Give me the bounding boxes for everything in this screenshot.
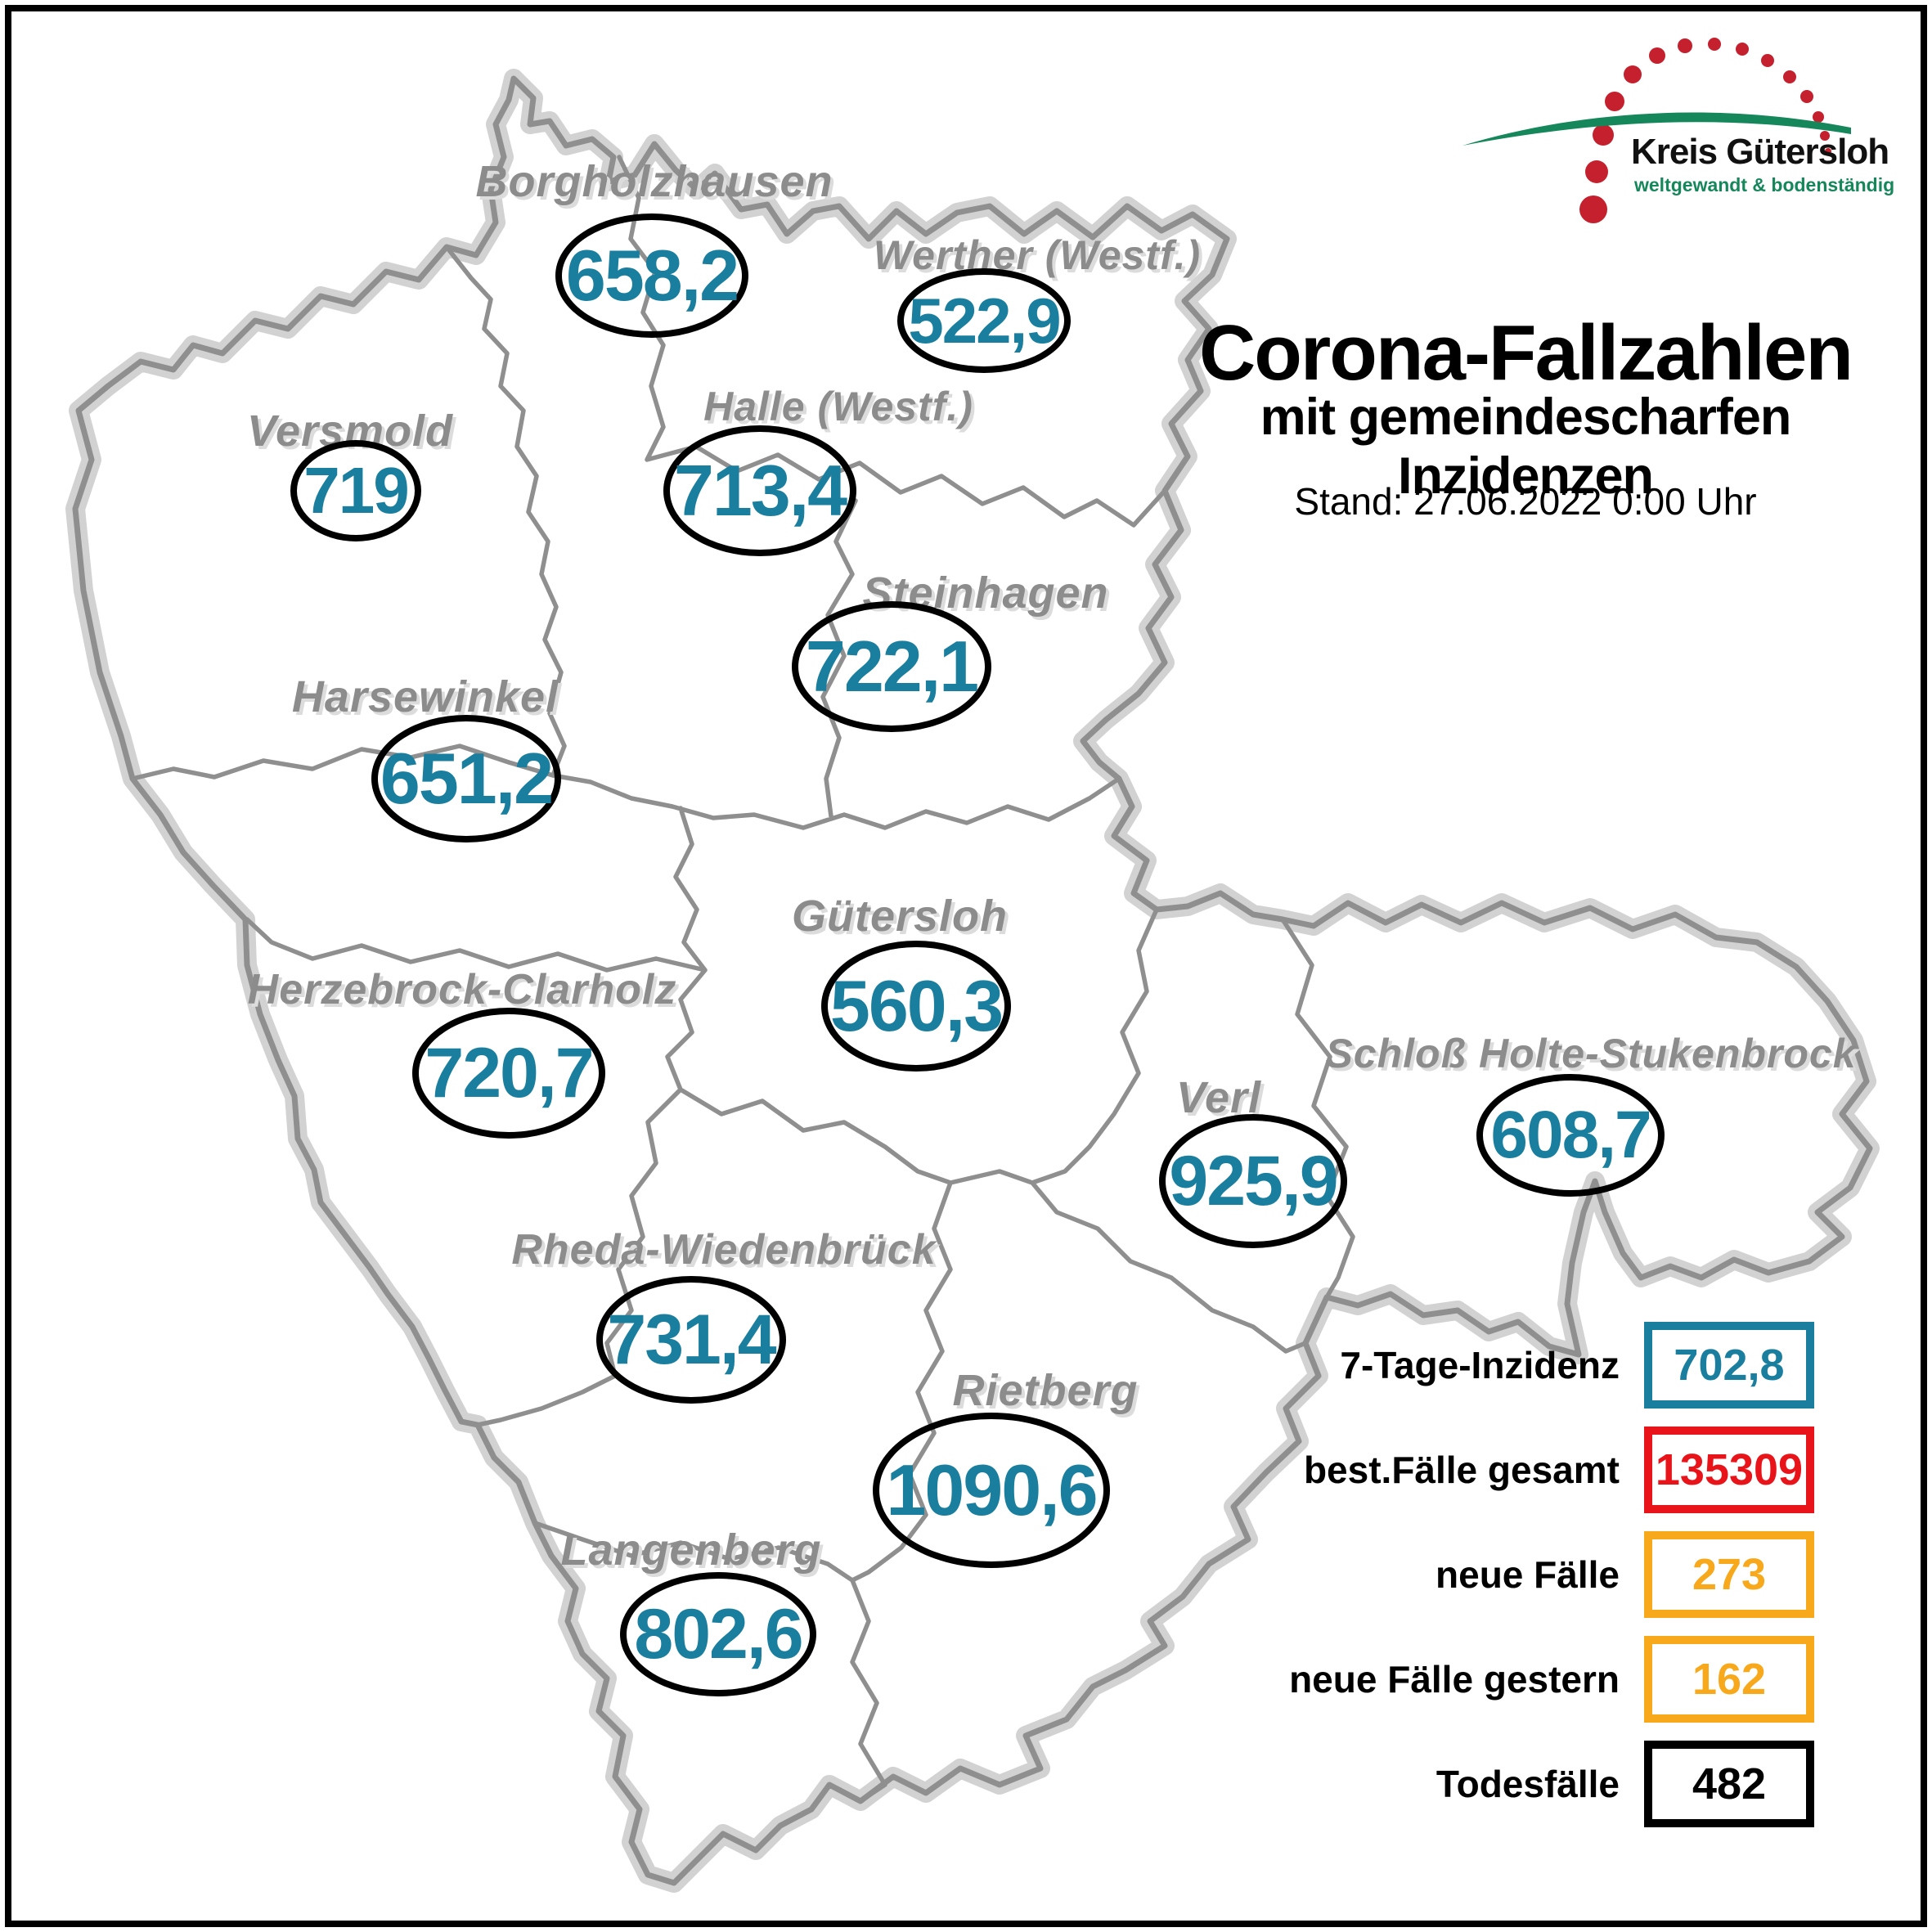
incidence-value: 719 (303, 454, 409, 527)
incidence-ellipse-guetersloh: 560,3 (821, 941, 1011, 1072)
incidence-value: 720,7 (425, 1033, 594, 1112)
legend-box-todesfaelle: 482 (1644, 1741, 1814, 1827)
municipality-label-langenberg: Langenberg (560, 1525, 822, 1575)
legend-value: 162 (1692, 1655, 1767, 1704)
municipality-label-herzebrock-clarholz: Herzebrock-Clarholz (247, 966, 677, 1013)
incidence-value: 560,3 (829, 965, 1004, 1046)
legend-label-neue-faelle: neue Fälle (1436, 1553, 1620, 1596)
district-outline (72, 75, 1873, 1886)
legend-box-7-tage-inzidenz: 702,8 (1644, 1322, 1814, 1409)
incidence-ellipse-herzebrock-clarholz: 720,7 (412, 1008, 605, 1139)
incidence-value: 651,2 (380, 738, 554, 819)
municipality-label-harsewinkel: Harsewinkel (291, 672, 559, 721)
page-subtitle: mit gemeindescharfen Inzidenzen (1260, 389, 1792, 505)
incidence-value: 802,6 (634, 1594, 803, 1674)
logo-tagline: weltgewandt & bodenständig (1633, 174, 1894, 195)
legend-box-neue-faelle-gestern: 162 (1644, 1636, 1814, 1723)
incidence-ellipse-werther: 522,9 (897, 268, 1071, 373)
logo-swoosh-icon (1462, 112, 1851, 146)
legend-value: 273 (1692, 1550, 1767, 1599)
municipality-label-schloss-holte-stukenbrock: Schloß Holte-Stukenbrock (1325, 1031, 1857, 1076)
incidence-value: 608,7 (1490, 1098, 1651, 1172)
legend-label-7-tage-inzidenz: 7-Tage-Inzidenz (1340, 1344, 1620, 1386)
incidence-value: 713,4 (673, 450, 847, 531)
municipality-label-guetersloh: Gütersloh (791, 892, 1009, 941)
municipality-label-halle: Halle (Westf.) (703, 384, 973, 429)
incidence-ellipse-verl: 925,9 (1159, 1114, 1347, 1248)
incidence-value: 925,9 (1169, 1141, 1338, 1220)
legend-label-neue-faelle-gestern: neue Fälle gestern (1289, 1658, 1620, 1701)
incidence-value: 722,1 (805, 626, 979, 707)
incidence-ellipse-harsewinkel: 651,2 (371, 715, 561, 842)
kreis-guetersloh-logo: Kreis Gütersloh weltgewandt & bodenständ… (1462, 38, 1894, 223)
incidence-value: 658,2 (565, 235, 739, 316)
date-stamp: Stand: 27.06.2022 0:00 Uhr (1294, 480, 1757, 523)
incidence-value: 731,4 (607, 1300, 776, 1379)
page-title: Corona-Fallzahlen (1198, 309, 1853, 397)
incidence-ellipse-borgholzhausen: 658,2 (555, 213, 748, 338)
municipality-label-rietberg: Rietberg (952, 1366, 1139, 1415)
legend-value: 135309 (1655, 1445, 1804, 1494)
legend-label-bestaetigte-faelle: best.Fälle gesamt (1303, 1449, 1620, 1491)
incidence-ellipse-schloss-holte-stukenbrock: 608,7 (1476, 1074, 1665, 1197)
municipality-label-rheda-wiedenbrueck: Rheda-Wiedenbrück (511, 1226, 937, 1274)
legend-value: 482 (1692, 1759, 1767, 1808)
municipality-label-werther: Werther (Westf.) (873, 232, 1202, 278)
legend-value: 702,8 (1674, 1341, 1785, 1390)
municipality-label-borgholzhausen: Borgholzhausen (475, 157, 833, 206)
incidence-ellipse-halle: 713,4 (663, 425, 856, 556)
incidence-value: 1090,6 (886, 1449, 1098, 1530)
incidence-ellipse-steinhagen: 722,1 (792, 601, 991, 732)
legend-label-todesfaelle: Todesfälle (1436, 1763, 1620, 1805)
logo-name: Kreis Gütersloh (1631, 132, 1889, 172)
incidence-ellipse-rheda-wiedenbrueck: 731,4 (596, 1276, 786, 1404)
legend-box-neue-faelle: 273 (1644, 1531, 1814, 1618)
incidence-value: 522,9 (908, 284, 1061, 357)
legend-box-bestaetigte-faelle: 135309 (1644, 1427, 1814, 1513)
incidence-ellipse-versmold: 719 (290, 440, 421, 541)
logo-dots-arc-icon (1579, 38, 1831, 223)
incidence-ellipse-langenberg: 802,6 (620, 1572, 816, 1696)
incidence-ellipse-rietberg: 1090,6 (873, 1413, 1110, 1568)
